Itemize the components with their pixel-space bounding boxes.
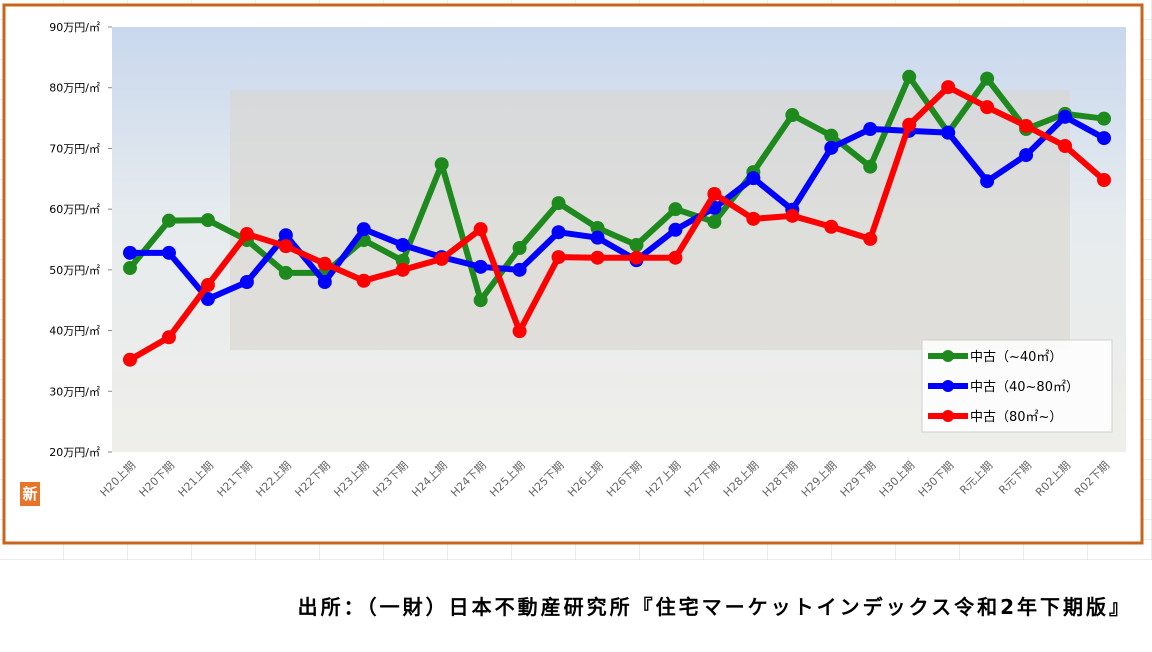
point <box>629 237 644 252</box>
point <box>707 214 722 229</box>
point <box>590 220 605 235</box>
point <box>317 256 332 271</box>
point <box>161 213 176 228</box>
point <box>200 213 215 228</box>
legend-label: 中古（~40㎡） <box>970 350 1062 365</box>
point <box>356 273 371 288</box>
point <box>434 251 449 266</box>
point <box>980 71 995 86</box>
y-tick-label: 70万円/㎡ <box>49 142 100 155</box>
point <box>941 80 956 95</box>
legend-marker <box>942 350 954 362</box>
point <box>668 202 683 217</box>
y-tick-label: 50万円/㎡ <box>49 264 100 277</box>
point <box>551 196 566 211</box>
legend-label: 中古（80㎡~） <box>970 410 1062 425</box>
legend-marker <box>942 380 954 392</box>
point <box>824 128 839 143</box>
badge-box <box>20 482 40 506</box>
source-area <box>0 560 1152 648</box>
y-tick-label: 90万円/㎡ <box>49 21 100 34</box>
source: 出所：（一財）日本不動産研究所『住宅マーケットインデックス令和2年下期版』 <box>298 595 1132 619</box>
point <box>473 259 488 274</box>
point <box>980 100 995 115</box>
point <box>278 228 293 243</box>
point <box>746 171 761 186</box>
point <box>1097 173 1111 187</box>
point <box>629 250 644 265</box>
point <box>278 239 293 254</box>
series-line <box>128 84 1106 363</box>
legend-label: 中古（40~80㎡） <box>970 380 1079 395</box>
y-tick-label: 60万円/㎡ <box>49 203 100 216</box>
y-tick-label: 40万円/㎡ <box>49 325 100 338</box>
point <box>902 69 917 84</box>
point <box>200 292 215 306</box>
point <box>1097 111 1111 126</box>
point <box>1097 131 1111 146</box>
point <box>980 174 995 189</box>
point <box>551 250 566 265</box>
point <box>317 275 332 289</box>
point <box>123 352 137 367</box>
point <box>785 108 800 123</box>
point <box>785 208 800 223</box>
point <box>395 237 410 252</box>
point <box>473 222 488 237</box>
point <box>668 222 683 237</box>
point <box>551 225 566 240</box>
point <box>200 278 215 293</box>
y-tick-label: 80万円/㎡ <box>49 82 100 95</box>
point <box>941 125 956 140</box>
point <box>161 330 176 345</box>
point <box>161 245 176 260</box>
point <box>512 324 527 339</box>
badge: 新 <box>22 485 37 503</box>
point <box>356 222 371 237</box>
point <box>123 261 137 276</box>
point <box>473 293 488 308</box>
point <box>824 140 839 155</box>
point <box>123 245 137 260</box>
point <box>512 262 527 277</box>
point <box>1019 148 1034 163</box>
point <box>863 122 878 136</box>
point <box>434 157 449 172</box>
point <box>707 186 722 201</box>
point <box>668 250 683 265</box>
point <box>863 231 878 246</box>
y-tick-label: 20万円/㎡ <box>49 446 100 459</box>
point <box>239 227 254 242</box>
point <box>512 241 527 255</box>
point <box>1058 109 1073 124</box>
point <box>863 159 878 174</box>
point <box>395 262 410 277</box>
point <box>1019 118 1034 133</box>
point <box>1058 139 1073 153</box>
point <box>239 275 254 289</box>
point <box>590 250 605 265</box>
point <box>278 265 293 280</box>
point <box>824 219 839 234</box>
legend-marker <box>942 410 954 422</box>
y-tick-label: 30万円/㎡ <box>49 385 100 398</box>
point <box>902 117 917 132</box>
point <box>746 211 761 226</box>
point <box>590 230 605 245</box>
